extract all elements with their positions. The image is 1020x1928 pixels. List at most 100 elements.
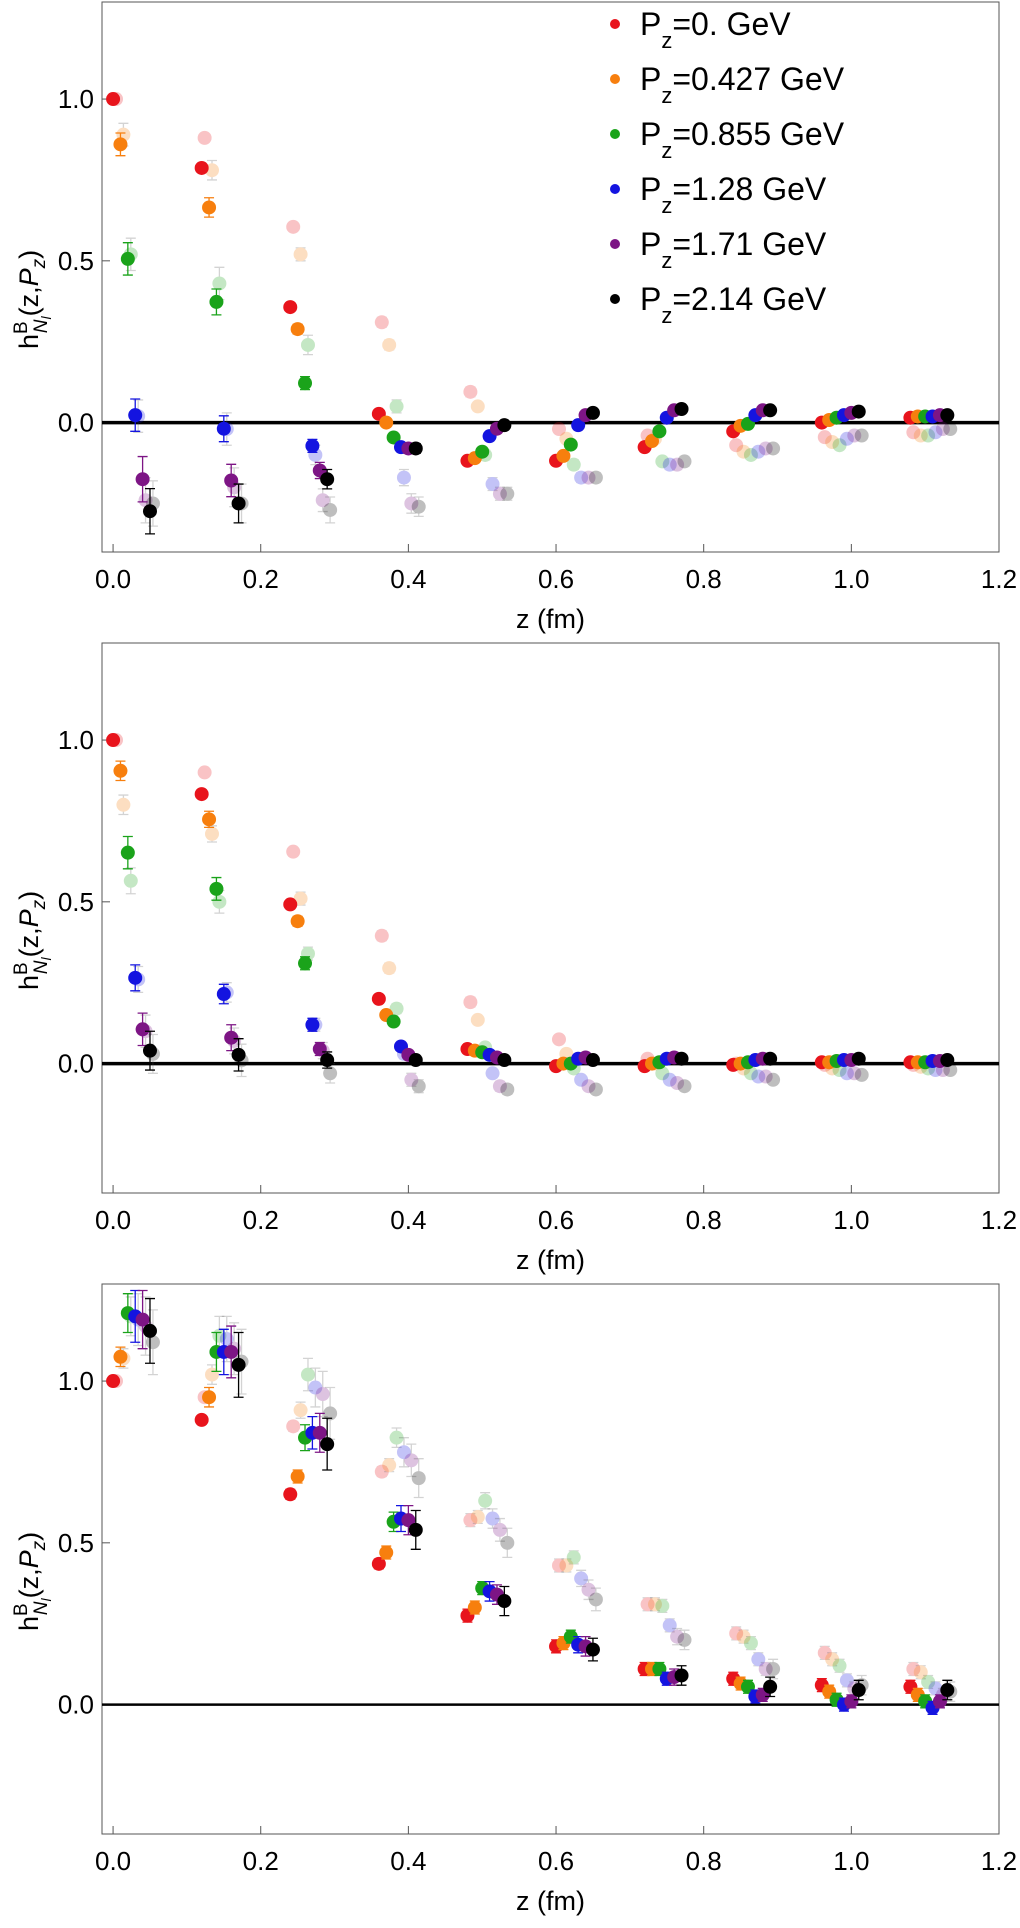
data-point bbox=[113, 137, 128, 152]
series bbox=[106, 733, 918, 1074]
data-point bbox=[389, 1001, 404, 1016]
error-bar bbox=[199, 768, 210, 777]
data-point bbox=[729, 1626, 744, 1641]
faded-series bbox=[116, 1348, 928, 1680]
x-tick-label: 0.2 bbox=[243, 1846, 279, 1876]
error-bar bbox=[472, 1509, 483, 1525]
error-bar bbox=[553, 1035, 564, 1044]
error-bar bbox=[465, 996, 476, 1008]
error-bar bbox=[672, 1627, 683, 1646]
data-point bbox=[209, 294, 224, 309]
data-point bbox=[197, 130, 212, 145]
data-point bbox=[470, 1509, 485, 1524]
error-bar bbox=[908, 1661, 919, 1677]
data-point bbox=[492, 486, 507, 501]
data-point bbox=[396, 1445, 411, 1460]
data-point bbox=[485, 477, 500, 492]
x-axis-label: z (fm) bbox=[516, 1886, 585, 1916]
data-point bbox=[758, 1662, 773, 1676]
data-point bbox=[315, 493, 330, 508]
error-bar bbox=[465, 386, 476, 398]
data-point bbox=[817, 1645, 832, 1660]
data-point bbox=[677, 1079, 692, 1094]
legend-label: Pz=2.14 GeV bbox=[640, 281, 827, 328]
data-point bbox=[766, 441, 781, 456]
error-bar bbox=[583, 1082, 594, 1091]
data-point bbox=[283, 1487, 298, 1502]
error-bar bbox=[923, 1674, 934, 1690]
error-bar bbox=[472, 402, 483, 411]
y-tick-label: 0.0 bbox=[58, 1049, 94, 1079]
error-bar bbox=[657, 1598, 668, 1614]
error-bar bbox=[406, 1443, 417, 1478]
data-point bbox=[120, 251, 135, 266]
data-point bbox=[581, 1079, 596, 1094]
data-point bbox=[135, 472, 150, 487]
data-point bbox=[293, 1403, 308, 1418]
data-point bbox=[928, 1681, 943, 1696]
data-point bbox=[906, 425, 921, 440]
error-bar bbox=[494, 1517, 505, 1542]
data-point bbox=[751, 444, 766, 459]
faded-series bbox=[123, 1296, 936, 1690]
data-point bbox=[308, 1380, 323, 1395]
error-bar bbox=[664, 1618, 675, 1633]
data-point bbox=[758, 441, 773, 456]
data-point bbox=[224, 473, 239, 488]
data-point bbox=[123, 873, 138, 888]
error-bar bbox=[502, 1527, 513, 1559]
data-point bbox=[851, 404, 866, 419]
error-bar bbox=[376, 1466, 387, 1478]
data-point bbox=[913, 1665, 928, 1680]
error-bar bbox=[937, 425, 948, 433]
data-point bbox=[411, 1471, 426, 1486]
data-point bbox=[574, 1571, 589, 1586]
y-tick-label: 0.5 bbox=[58, 246, 94, 276]
error-bar bbox=[398, 468, 409, 487]
x-tick-label: 0.6 bbox=[538, 564, 574, 594]
error-bar bbox=[310, 1367, 321, 1408]
error-bar bbox=[568, 459, 579, 471]
series bbox=[142, 402, 955, 535]
legend-marker bbox=[610, 19, 620, 29]
series bbox=[113, 132, 925, 466]
data-point bbox=[940, 1053, 955, 1068]
data-point bbox=[736, 444, 751, 459]
data-point bbox=[559, 1558, 574, 1573]
data-point bbox=[404, 1453, 419, 1468]
data-point bbox=[758, 1069, 773, 1084]
data-point bbox=[485, 1511, 500, 1526]
faded-series bbox=[145, 422, 958, 527]
error-bar bbox=[745, 451, 756, 459]
data-point bbox=[751, 1069, 766, 1084]
data-point bbox=[411, 499, 426, 514]
error-bar bbox=[856, 431, 867, 440]
data-point bbox=[142, 504, 157, 519]
data-point bbox=[655, 1066, 670, 1081]
data-point bbox=[500, 1082, 515, 1097]
data-point bbox=[120, 845, 135, 860]
data-point bbox=[231, 1047, 246, 1062]
error-bar bbox=[288, 847, 299, 856]
y-axis-label: hBNl(z,Pz) bbox=[11, 891, 54, 990]
data-point bbox=[323, 1406, 338, 1421]
faded-series bbox=[109, 1374, 921, 1677]
data-point bbox=[854, 1067, 869, 1082]
data-point bbox=[825, 1652, 840, 1667]
faded-series bbox=[138, 1014, 950, 1094]
error-bar bbox=[849, 1069, 860, 1078]
data-point bbox=[839, 431, 854, 446]
data-point bbox=[921, 428, 936, 443]
data-point bbox=[305, 438, 320, 453]
series bbox=[128, 964, 940, 1068]
data-point bbox=[128, 970, 143, 985]
series bbox=[120, 242, 933, 459]
plot-frame bbox=[101, 1, 1000, 553]
data-point bbox=[585, 1053, 600, 1068]
error-bar bbox=[472, 1016, 483, 1024]
error-bar bbox=[576, 1569, 587, 1588]
y-tick-label: 0.0 bbox=[58, 1690, 94, 1720]
data-point bbox=[839, 1673, 854, 1688]
error-bar bbox=[760, 1072, 771, 1081]
